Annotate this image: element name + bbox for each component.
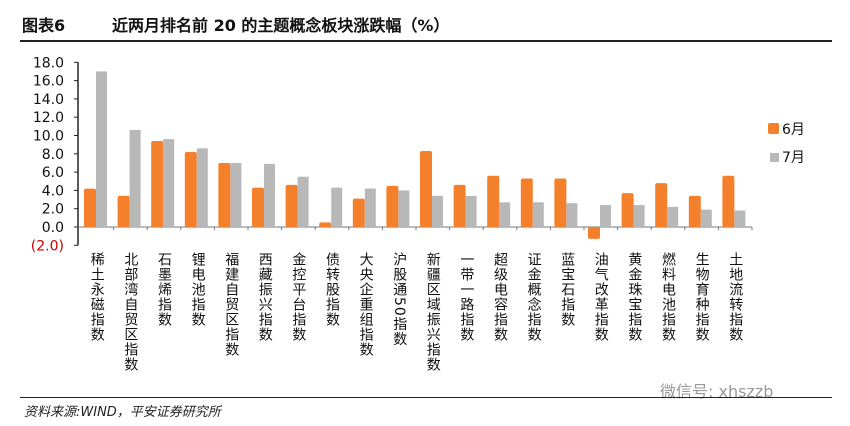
bar-jun [386, 185, 399, 227]
bar-jul [264, 163, 275, 227]
bar-jun [655, 183, 668, 227]
figure-title: 近两月排名前 20 的主题概念板块涨跌幅（%） [112, 16, 450, 35]
x-category-label: 西藏振兴指数 [257, 252, 273, 342]
x-category-label: 金控平台指数 [290, 252, 306, 342]
bar-jun [285, 184, 298, 227]
x-category-label: 债转股指数 [324, 252, 340, 327]
bar-jun [117, 195, 130, 227]
bar-jun [722, 175, 735, 227]
bar-jul [297, 176, 309, 227]
x-category-label: 蓝宝石指数 [559, 252, 575, 327]
legend-label: 7月 [782, 150, 805, 166]
x-category-label: 北部湾自贸区指数 [122, 252, 138, 372]
legend-swatch [768, 123, 779, 134]
bar-jul [465, 195, 477, 227]
bar-jun [151, 140, 164, 227]
x-category-label: 证金概念指数 [526, 252, 542, 342]
x-category-label: 一带一路指数 [458, 252, 474, 342]
bar-jul [600, 205, 611, 227]
y-tick-label: 12.0 [33, 110, 64, 126]
x-category-label: 燃料电池指数 [660, 251, 676, 342]
bar-jul [532, 202, 544, 227]
bar-jul [364, 188, 376, 227]
y-tick-label: 0.0 [42, 220, 64, 236]
x-category-label: 稀土永磁指数 [89, 252, 105, 342]
y-tick-label: 2.0 [42, 202, 64, 218]
x-category-label: 超级电容指数 [492, 252, 508, 342]
x-category-label: 油气改革指数 [593, 252, 609, 342]
bar-jun [621, 193, 634, 227]
y-tick-label: 4.0 [42, 183, 64, 199]
x-category-label: 生物育种指数 [694, 252, 710, 342]
bar-jul [331, 187, 343, 227]
bar-jul [700, 209, 712, 227]
bar-jul [196, 148, 208, 227]
y-tick-label: 18.0 [33, 55, 64, 71]
bar-jun [520, 178, 533, 227]
legend-label: 6月 [782, 122, 805, 138]
bar-jul [566, 203, 578, 227]
bar-jun [352, 198, 365, 227]
bar-jun [319, 222, 332, 227]
bar-jul [499, 202, 511, 227]
x-category-label: 新疆区域振兴指数 [425, 252, 441, 372]
bar-jun [218, 162, 231, 227]
bar-jul [398, 190, 410, 227]
x-category-label: 大央企重组指数 [358, 252, 374, 357]
x-category-label: 黄金珠宝指数 [626, 251, 642, 342]
bar-jun [84, 188, 96, 227]
source-note: 资料来源:WIND，平安证券研究所 [24, 405, 221, 420]
watermark: 微信号: xhszzb [660, 382, 774, 401]
y-tick-label: 14.0 [33, 92, 64, 108]
bar-jul [734, 210, 746, 227]
y-tick-label: 10.0 [33, 129, 64, 145]
bar-jul [129, 130, 141, 227]
bar-chart: (2.0) 0.0 2.0 4.0 6.0 8.0 10.0 12.0 14.0 16.0 18.0… [31, 55, 805, 372]
x-category-label: 福建自贸区指数 [223, 252, 239, 357]
bar-jun [453, 184, 466, 227]
bar-jun [588, 227, 600, 239]
footer-rule [20, 397, 832, 398]
bar-jul [230, 162, 242, 227]
bar-jun [554, 178, 567, 227]
y-tick-label: 16.0 [33, 74, 64, 90]
bar-jun [688, 195, 701, 227]
bar-jun [420, 151, 432, 227]
legend-swatch [770, 153, 779, 162]
x-category-label: 沪股通50指数 [391, 252, 407, 347]
bar-jul [96, 71, 107, 227]
bar-jun [487, 175, 500, 227]
bar-jul [667, 206, 679, 227]
bar-jun [184, 151, 197, 227]
chart-title: 图表6 近两月排名前 20 的主题概念板块涨跌幅（%） [22, 12, 449, 36]
x-category-label: 石墨烯指数 [156, 252, 172, 327]
x-category-label: 锂电池指数 [190, 252, 206, 327]
title-rule [20, 40, 832, 42]
figure-number: 图表6 [22, 16, 66, 35]
bar-jul [633, 205, 645, 227]
y-tick-label: 8.0 [42, 147, 64, 163]
y-tick-label: (2.0) [31, 238, 64, 254]
bar-jul [432, 195, 443, 227]
bar-jul [163, 139, 175, 227]
x-category-label: 土地流转指数 [727, 252, 743, 342]
y-tick-label: 6.0 [42, 165, 64, 181]
bar-jun [252, 187, 264, 227]
